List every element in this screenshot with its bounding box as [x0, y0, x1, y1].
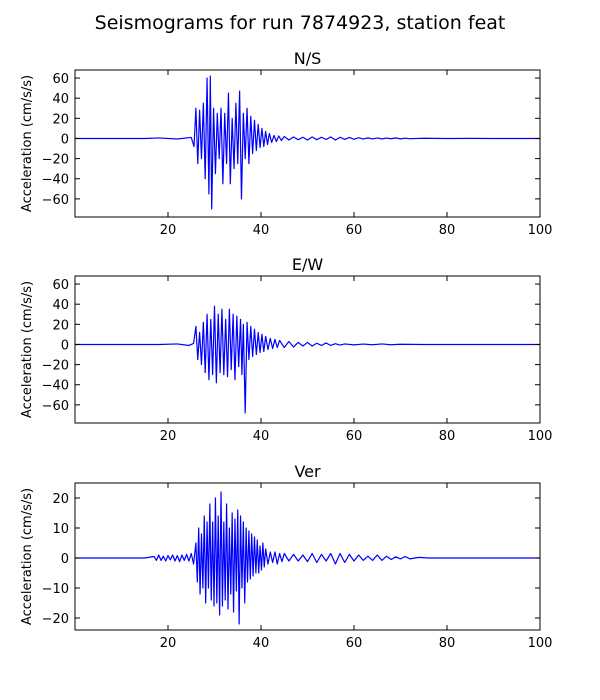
x-tick-label: 60 [346, 429, 363, 444]
y-tick-label: 0 [61, 132, 69, 147]
waveform-line [75, 305, 540, 414]
panel-1: N/S 20 40 60 80 100 −60 −40 −20 0 20 40 60 Accelerati… [20, 49, 552, 238]
panel-title: Ver [294, 462, 321, 481]
y-tick-label: −20 [42, 612, 69, 627]
y-tick-label: 0 [61, 338, 69, 353]
x-tick-label: 40 [253, 223, 270, 238]
x-tick-label: 100 [528, 636, 553, 651]
panels: N/S20 40 60 80 100−60−40−200204060Accelerati… [20, 49, 552, 651]
x-tick-label: 60 [346, 636, 363, 651]
x-tick-label: 60 [346, 223, 363, 238]
x-tick-label: 40 [253, 636, 270, 651]
y-tick-label: 10 [52, 522, 69, 537]
y-tick-label: −40 [42, 379, 69, 394]
y-tick-label: 60 [52, 72, 69, 87]
y-tick-label: 20 [52, 492, 69, 507]
y-tick-label: 60 [52, 278, 69, 293]
x-tick-label: 20 [160, 223, 177, 238]
axes-frame [74, 482, 541, 631]
y-tick-label: 20 [52, 112, 69, 127]
y-tick-label: −10 [42, 582, 69, 597]
axes-frame [74, 275, 541, 424]
axes-frame [74, 69, 541, 218]
y-tick-label: 40 [52, 92, 69, 107]
y-tick-label: −60 [42, 399, 69, 414]
x-tick-label: 20 [160, 429, 177, 444]
panel-3: Ver 20 40 60 80 100 −20 −10 0 10 20 Acceleration (c… [20, 462, 552, 651]
x-tick-label: 80 [439, 429, 456, 444]
y-tick-label: −20 [42, 153, 69, 168]
x-tick-label: 100 [528, 223, 553, 238]
waveform-line [75, 75, 540, 210]
y-tick-label: 20 [52, 318, 69, 333]
x-tick-label: 80 [439, 636, 456, 651]
panel-title: N/S [294, 49, 322, 68]
waveform-line [75, 491, 540, 625]
x-tick-label: 80 [439, 223, 456, 238]
y-tick-label: −20 [42, 359, 69, 374]
y-tick-label: 40 [52, 298, 69, 313]
y-tick-label: −60 [42, 193, 69, 208]
y-axis-label: Acceleration (cm/s/s) [20, 75, 35, 212]
y-axis-label: Acceleration (cm/s/s) [20, 281, 35, 418]
figure-title: Seismograms for run 7874923, station fea… [95, 12, 506, 34]
panel-2: E/W 20 40 60 80 100 −60 −40 −20 0 20 40 60 Accelerati… [20, 255, 552, 444]
panel-title: E/W [292, 255, 324, 274]
x-tick-label: 20 [160, 636, 177, 651]
x-tick-label: 40 [253, 429, 270, 444]
y-axis-label: Acceleration (cm/s/s) [20, 488, 35, 625]
x-tick-label: 100 [528, 429, 553, 444]
y-tick-label: 0 [61, 552, 69, 567]
y-tick-label: −40 [42, 173, 69, 188]
